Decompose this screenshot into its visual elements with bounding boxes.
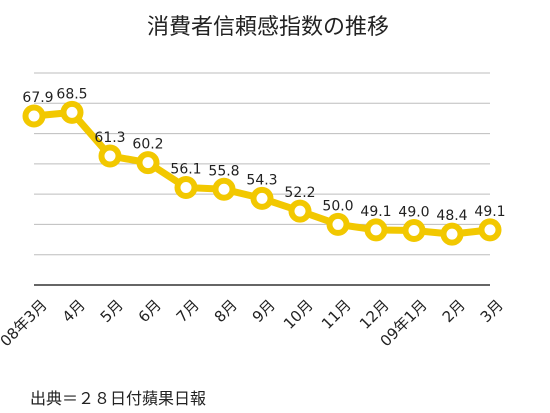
data-label: 55.8 (208, 163, 239, 179)
source-note: 出典＝２８日付蘋果日報 (30, 389, 207, 408)
x-tick-label: 5月 (97, 296, 127, 326)
data-label: 50.0 (322, 198, 353, 214)
x-tick-label: 3月 (477, 296, 507, 326)
data-point-marker (364, 218, 388, 242)
data-point-marker (60, 100, 84, 124)
x-tick-label: 8月 (211, 296, 241, 326)
data-label: 49.1 (474, 204, 505, 220)
data-point-marker (440, 222, 464, 246)
data-label: 61.3 (94, 130, 125, 146)
data-labels: 67.9 68.5 61.3 60.2 56.1 55.8 54.3 52.2 50.0 49.1… (22, 86, 505, 224)
data-label: 48.4 (436, 208, 467, 224)
x-tick-label: 9月 (249, 296, 279, 326)
x-tick-label: 4月 (59, 296, 89, 326)
data-point-marker (250, 186, 274, 210)
x-tick-label: 7月 (173, 296, 203, 326)
data-label: 68.5 (56, 86, 87, 102)
x-tick-label: 2月 (439, 296, 469, 326)
data-point-marker (478, 218, 502, 242)
data-point-marker (326, 212, 350, 236)
chart-title: 消費者信頼感指数の推移 (147, 15, 389, 40)
data-point-marker (212, 177, 236, 201)
data-point-marker (22, 104, 46, 128)
data-label: 60.2 (132, 137, 163, 153)
data-point-marker (288, 199, 312, 223)
data-label: 49.1 (360, 204, 391, 220)
series-line-group (22, 100, 502, 246)
data-label: 67.9 (22, 90, 53, 106)
x-tick-label: 10月 (280, 296, 317, 333)
data-point-marker (174, 175, 198, 199)
data-label: 54.3 (246, 172, 277, 188)
x-tick-label: 6月 (135, 296, 165, 326)
data-point-marker (98, 144, 122, 168)
x-tick-label: 08年3月 (0, 296, 51, 350)
data-label: 49.0 (398, 204, 429, 220)
data-point-marker (402, 218, 426, 242)
data-point-marker (136, 151, 160, 175)
data-label: 56.1 (170, 161, 201, 177)
x-tick-label: 11月 (318, 296, 355, 333)
data-label: 52.2 (284, 185, 315, 201)
